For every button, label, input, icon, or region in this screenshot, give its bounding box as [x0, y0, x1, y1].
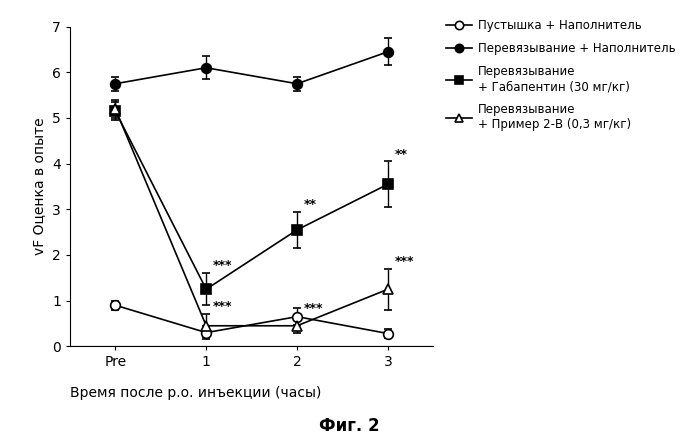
Text: ***: ***: [394, 255, 414, 268]
Text: ***: ***: [303, 302, 323, 315]
Legend: Пустышка + Наполнитель, Перевязывание + Наполнитель, Перевязывание
+ Габапентин : Пустышка + Наполнитель, Перевязывание + …: [446, 19, 676, 131]
Y-axis label: vF Оценка в опыте: vF Оценка в опыте: [32, 118, 46, 255]
Text: ***: ***: [212, 300, 232, 313]
Text: **: **: [394, 148, 408, 161]
Text: **: **: [303, 198, 317, 211]
Text: Фиг. 2: Фиг. 2: [319, 417, 380, 435]
Text: ***: ***: [212, 258, 232, 272]
Text: Время после р.о. инъекции (часы): Время после р.о. инъекции (часы): [70, 386, 322, 400]
